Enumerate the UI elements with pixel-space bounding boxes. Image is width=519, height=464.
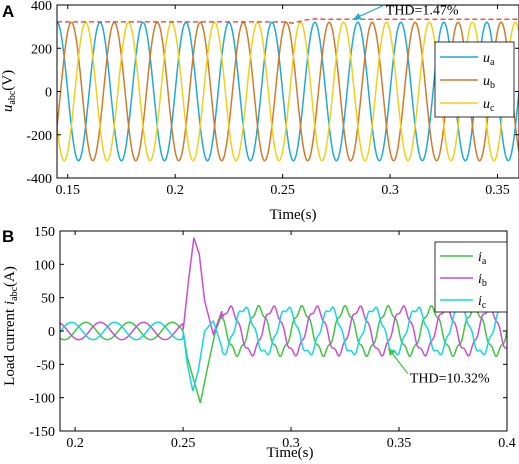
series-line-a-a (57, 21, 519, 162)
panel-b-y-axis-label-main: Load current (2, 305, 18, 386)
panel-b-y-axis-label: Load current iabc(A) (2, 266, 20, 386)
x-tick-label: 0.35 (387, 436, 412, 451)
series-line-a-b (57, 21, 519, 162)
y-tick-label: -100 (29, 392, 55, 407)
x-tick-label: 0.2 (166, 183, 184, 198)
legend-label-a: ia (478, 250, 487, 267)
series-line-b-c (60, 306, 507, 392)
panel-b-y-axis-label-unit: (A) (2, 266, 18, 287)
panel-a-y-axis-label-sub: abc (7, 90, 18, 104)
legend-label-a: ua (483, 51, 495, 68)
panel-b-y-axis-label-sub: abc (9, 286, 20, 300)
x-tick-label: 0.25 (171, 436, 196, 451)
panel-a-axes: 0.15 0.2 0.25 0.3 0.35 400 200 0 -200 -400 (26, 0, 519, 198)
y-tick-label: -400 (26, 172, 52, 187)
x-tick-label: 0.2 (66, 436, 84, 451)
panel-a-annotation: THD=1.47% (353, 3, 459, 20)
x-tick-label: 0.3 (381, 183, 399, 198)
y-tick-label: 400 (31, 0, 52, 14)
y-tick-label: 50 (41, 292, 55, 307)
panel-a-annotation-arrowhead (353, 12, 362, 20)
panel-a-y-axis-label-main: u (0, 105, 16, 113)
panel-b-x-axis-label: Time(s) (267, 445, 314, 461)
panel-a-legend: ua ub uc (434, 41, 515, 118)
legend-box (434, 241, 508, 313)
panel-a-x-axis-label: Time(s) (270, 207, 317, 223)
panel-b-y-axis-label-italic: i (2, 301, 18, 305)
panel-a-y-axis-label-unit: (V) (0, 70, 16, 91)
x-tick-label: 0.15 (55, 183, 80, 198)
legend-label-b: ib (478, 272, 487, 289)
series-line-b-a (60, 304, 507, 404)
envelope-line (57, 18, 519, 24)
plot-background (60, 231, 507, 431)
y-tick-label: -200 (26, 129, 52, 144)
y-tick-label: -150 (29, 425, 55, 440)
panel-b-annotation-text: THD=10.32% (410, 372, 490, 387)
panel-b-annotation: THD=10.32% (387, 347, 490, 387)
legend-label-b: ub (483, 74, 495, 91)
panel-b-legend: ia ib ic (434, 241, 508, 313)
y-tick-label: 0 (48, 325, 55, 340)
y-tick-label: 150 (34, 225, 55, 240)
y-tick-label: 200 (31, 42, 52, 57)
y-tick-label: 0 (45, 86, 52, 101)
panel-b-letter: B (2, 227, 14, 246)
panel-b: B 0.2 0.25 0.3 0.35 0.4150100500-50-100-150 … (2, 225, 516, 461)
x-tick-label: 0.25 (270, 183, 295, 198)
y-tick-label: 100 (34, 258, 55, 273)
y-tick-label: -50 (36, 358, 55, 373)
panel-b-plot (60, 231, 507, 431)
series-line-b-b (60, 237, 507, 357)
panel-a-y-axis-label: uabc(V) (0, 70, 18, 112)
x-tick-label: 0.35 (485, 183, 510, 198)
legend-label-c: uc (483, 97, 495, 114)
panel-b-axes: 0.2 0.25 0.3 0.35 0.4 150 100 50 0 -50 -100 -150 (29, 225, 515, 451)
panel-a-letter: A (2, 2, 14, 21)
panel-a: A 0.15 0.2 0.25 0.3 0.35 400 200 0 -200 -400 Time… (0, 0, 519, 223)
panel-a-annotation-text: THD=1.47% (386, 3, 459, 18)
x-tick-label: 0.4 (498, 436, 516, 451)
x-tick-label: 0.3 (282, 436, 300, 451)
legend-label-c: ic (478, 294, 487, 311)
panel-b-annotation-arrowhead (388, 348, 396, 357)
